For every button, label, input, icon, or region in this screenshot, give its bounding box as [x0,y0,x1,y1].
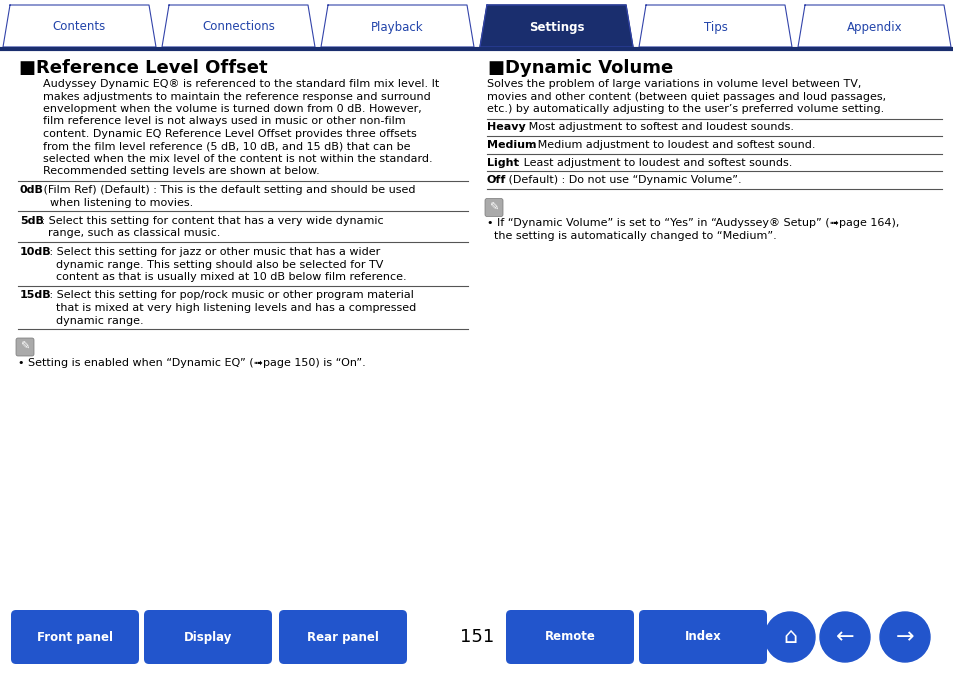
FancyBboxPatch shape [11,610,139,664]
FancyBboxPatch shape [16,338,34,356]
Text: dynamic range.: dynamic range. [56,316,144,326]
Text: Light: Light [486,157,518,168]
Circle shape [764,612,814,662]
FancyBboxPatch shape [484,199,502,217]
Text: Reference Level Offset: Reference Level Offset [36,59,268,77]
Text: Solves the problem of large variations in volume level between TV,: Solves the problem of large variations i… [486,79,861,89]
Text: dynamic range. This setting should also be selected for TV: dynamic range. This setting should also … [56,260,383,269]
Text: : Least adjustment to loudest and softest sounds.: : Least adjustment to loudest and softes… [513,157,792,168]
Text: 5dB: 5dB [20,216,44,226]
Polygon shape [639,5,791,47]
Text: : Medium adjustment to loudest and softest sound.: : Medium adjustment to loudest and softe… [526,140,815,150]
Text: movies and other content (between quiet passages and loud passages,: movies and other content (between quiet … [486,92,885,102]
Text: Index: Index [684,631,720,643]
Text: ■: ■ [18,59,35,77]
Text: : Select this setting for content that has a very wide dynamic: : Select this setting for content that h… [38,216,383,226]
Text: Dynamic Volume: Dynamic Volume [504,59,673,77]
Text: from the film level reference (5 dB, 10 dB, and 15 dB) that can be: from the film level reference (5 dB, 10 … [43,141,410,151]
FancyBboxPatch shape [144,610,272,664]
Text: 151: 151 [459,628,494,646]
Text: Settings: Settings [528,20,583,34]
Text: content as that is usually mixed at 10 dB below film reference.: content as that is usually mixed at 10 d… [56,272,406,282]
FancyBboxPatch shape [505,610,634,664]
Text: Remote: Remote [544,631,595,643]
Circle shape [820,612,869,662]
Text: that is mixed at very high listening levels and has a compressed: that is mixed at very high listening lev… [56,303,416,313]
Text: Heavy: Heavy [486,122,525,133]
Text: • Setting is enabled when “Dynamic EQ” (➟page 150) is “On”.: • Setting is enabled when “Dynamic EQ” (… [18,358,365,368]
Text: Off: Off [486,175,506,185]
FancyBboxPatch shape [278,610,407,664]
Text: ■: ■ [486,59,503,77]
Text: envelopment when the volume is turned down from 0 dB. However,: envelopment when the volume is turned do… [43,104,421,114]
Text: 0dB: 0dB [20,185,44,195]
Text: : Most adjustment to softest and loudest sounds.: : Most adjustment to softest and loudest… [517,122,793,133]
Text: Connections: Connections [202,20,274,34]
Text: Rear panel: Rear panel [307,631,378,643]
Text: ✎: ✎ [20,342,30,352]
FancyBboxPatch shape [639,610,766,664]
Text: ⌂: ⌂ [782,627,796,647]
Polygon shape [320,5,474,47]
Polygon shape [3,5,156,47]
Text: ←: ← [835,627,854,647]
Text: 10dB: 10dB [20,247,51,257]
Text: (Default) : Do not use “Dynamic Volume”.: (Default) : Do not use “Dynamic Volume”. [504,175,740,185]
Circle shape [879,612,929,662]
Text: content. Dynamic EQ Reference Level Offset provides three offsets: content. Dynamic EQ Reference Level Offs… [43,129,416,139]
Text: etc.) by automatically adjusting to the user’s preferred volume setting.: etc.) by automatically adjusting to the … [486,104,883,114]
Text: • If “Dynamic Volume” is set to “Yes” in “Audyssey® Setup” (➟page 164),: • If “Dynamic Volume” is set to “Yes” in… [486,219,899,229]
Text: ✎: ✎ [489,203,498,213]
Text: Display: Display [184,631,232,643]
Text: range, such as classical music.: range, such as classical music. [48,229,220,238]
Text: makes adjustments to maintain the reference response and surround: makes adjustments to maintain the refere… [43,92,431,102]
Text: when listening to movies.: when listening to movies. [50,197,193,207]
Text: Audyssey Dynamic EQ® is referenced to the standard film mix level. It: Audyssey Dynamic EQ® is referenced to th… [43,79,438,89]
Text: : Select this setting for jazz or other music that has a wider: : Select this setting for jazz or other … [46,247,380,257]
Text: Contents: Contents [52,20,106,34]
Text: selected when the mix level of the content is not within the standard.: selected when the mix level of the conte… [43,154,432,164]
Text: : Select this setting for pop/rock music or other program material: : Select this setting for pop/rock music… [46,291,414,301]
Text: Recommended setting levels are shown at below.: Recommended setting levels are shown at … [43,166,319,176]
Text: Front panel: Front panel [37,631,112,643]
Text: Playback: Playback [371,20,423,34]
Text: film reference level is not always used in music or other non-film: film reference level is not always used … [43,116,405,127]
Text: →: → [895,627,913,647]
Text: Medium: Medium [486,140,536,150]
Polygon shape [797,5,950,47]
Text: Tips: Tips [702,20,727,34]
Polygon shape [162,5,314,47]
Text: Appendix: Appendix [846,20,902,34]
Polygon shape [479,5,633,47]
Text: (Film Ref) (Default) : This is the default setting and should be used: (Film Ref) (Default) : This is the defau… [40,185,416,195]
Text: the setting is automatically changed to “Medium”.: the setting is automatically changed to … [486,231,776,241]
Text: 15dB: 15dB [20,291,51,301]
